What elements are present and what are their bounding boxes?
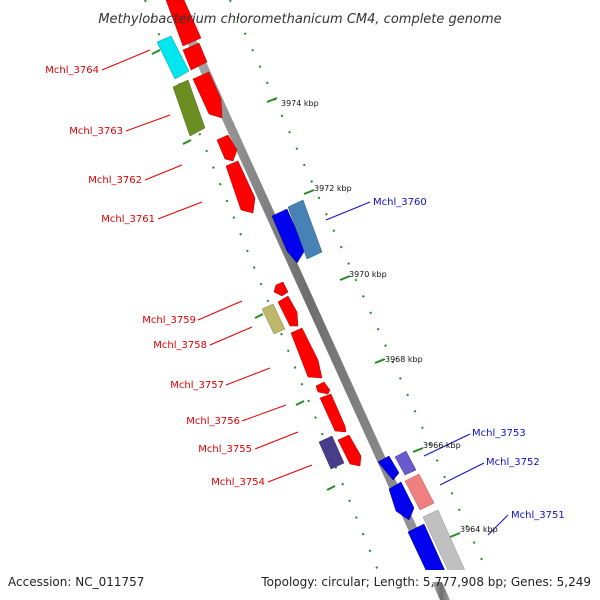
gene-3761-red[interactable] [225,160,256,214]
leader-3753 [423,433,471,457]
gene-3764-cyan[interactable] [156,35,190,80]
leader-3764 [101,49,151,71]
gene-3754-red[interactable] [337,434,362,467]
gene-label-3763[interactable]: Mchl_3763 [69,126,123,137]
tick-label-3966: 3966 kbp [423,441,461,450]
tick-label-3974: 3974 kbp [281,99,319,108]
inner-tick-b [182,139,192,145]
tick-3970 [339,275,351,281]
tick-label-3972: 3972 kbp [314,184,352,193]
leader-3757 [225,367,271,386]
gene-label-3762[interactable]: Mchl_3762 [88,175,142,186]
footer-band [0,570,600,600]
accession-text: Accession: NC_011757 [8,575,144,589]
gene-top-red[interactable] [165,0,202,47]
tick-3964 [449,532,461,538]
gene-3757-red[interactable] [290,327,323,379]
map-title: Methylobacterium chloromethanicum CM4, c… [98,12,501,27]
leader-3755 [254,431,299,450]
gene-3763-olive[interactable] [172,79,206,137]
gene-3756-red[interactable] [315,381,331,395]
gene-3763-red[interactable] [192,71,223,119]
tick-3968 [374,358,386,364]
gene-3752-pink[interactable] [404,473,435,511]
leader-3760 [325,201,371,221]
gene-3762-red[interactable] [216,134,238,162]
leader-3761 [157,201,203,220]
leader-3752 [439,462,485,486]
gene-3760-steelblue[interactable] [287,199,323,260]
tick-label-3964: 3964 kbp [460,525,498,534]
gene-label-3760[interactable]: Mchl_3760 [373,197,427,208]
gene-label-3758[interactable]: Mchl_3758 [153,340,207,351]
inner-tick-a [151,49,161,55]
leader-3762 [144,164,183,181]
inner-tick-c [254,313,264,319]
gene-3753-blue[interactable] [377,455,400,481]
gene-label-3751[interactable]: Mchl_3751 [511,510,565,521]
gene-label-3761[interactable]: Mchl_3761 [101,214,155,225]
topology-text: Topology: circular; Length: 5,777,908 bp… [260,575,591,589]
tick-label-3968: 3968 kbp [385,355,423,364]
gene-label-3757[interactable]: Mchl_3757 [170,380,224,391]
gene-3764-red[interactable] [182,42,208,71]
gene-3755-red[interactable] [319,393,347,433]
gene-3758-red[interactable] [277,295,299,327]
tick-label-3970: 3970 kbp [349,270,387,279]
gene-3754-purple[interactable] [318,435,345,470]
leader-3763 [125,114,171,132]
leader-3754 [267,464,313,483]
gene-3752-blue[interactable] [388,481,415,521]
leader-3756 [241,404,287,422]
leader-3759 [197,300,243,321]
tick-3974 [266,97,278,103]
tick-3972 [303,189,315,195]
leader-3758 [209,326,253,346]
gene-3760-blue[interactable] [271,208,306,264]
gene-label-3753[interactable]: Mchl_3753 [472,428,526,439]
gene-label-3764[interactable]: Mchl_3764 [45,65,99,76]
backbone-footer-tail [432,582,450,600]
genome-backbone [168,0,450,600]
outer-tick-track [229,0,501,600]
gene-3759-khaki[interactable] [261,303,286,335]
gene-3753-slate[interactable] [394,450,417,476]
gene-label-3759[interactable]: Mchl_3759 [142,315,196,326]
gene-label-3754[interactable]: Mchl_3754 [211,477,265,488]
tick-3966 [412,447,424,453]
gene-label-3756[interactable]: Mchl_3756 [186,416,240,427]
inner-tick-e [326,485,336,491]
gene-label-3752[interactable]: Mchl_3752 [486,457,540,468]
leader-3751 [487,514,509,536]
gene-label-3755[interactable]: Mchl_3755 [198,444,252,455]
inner-tick-d [295,400,305,406]
gene-small-red[interactable] [273,281,289,297]
